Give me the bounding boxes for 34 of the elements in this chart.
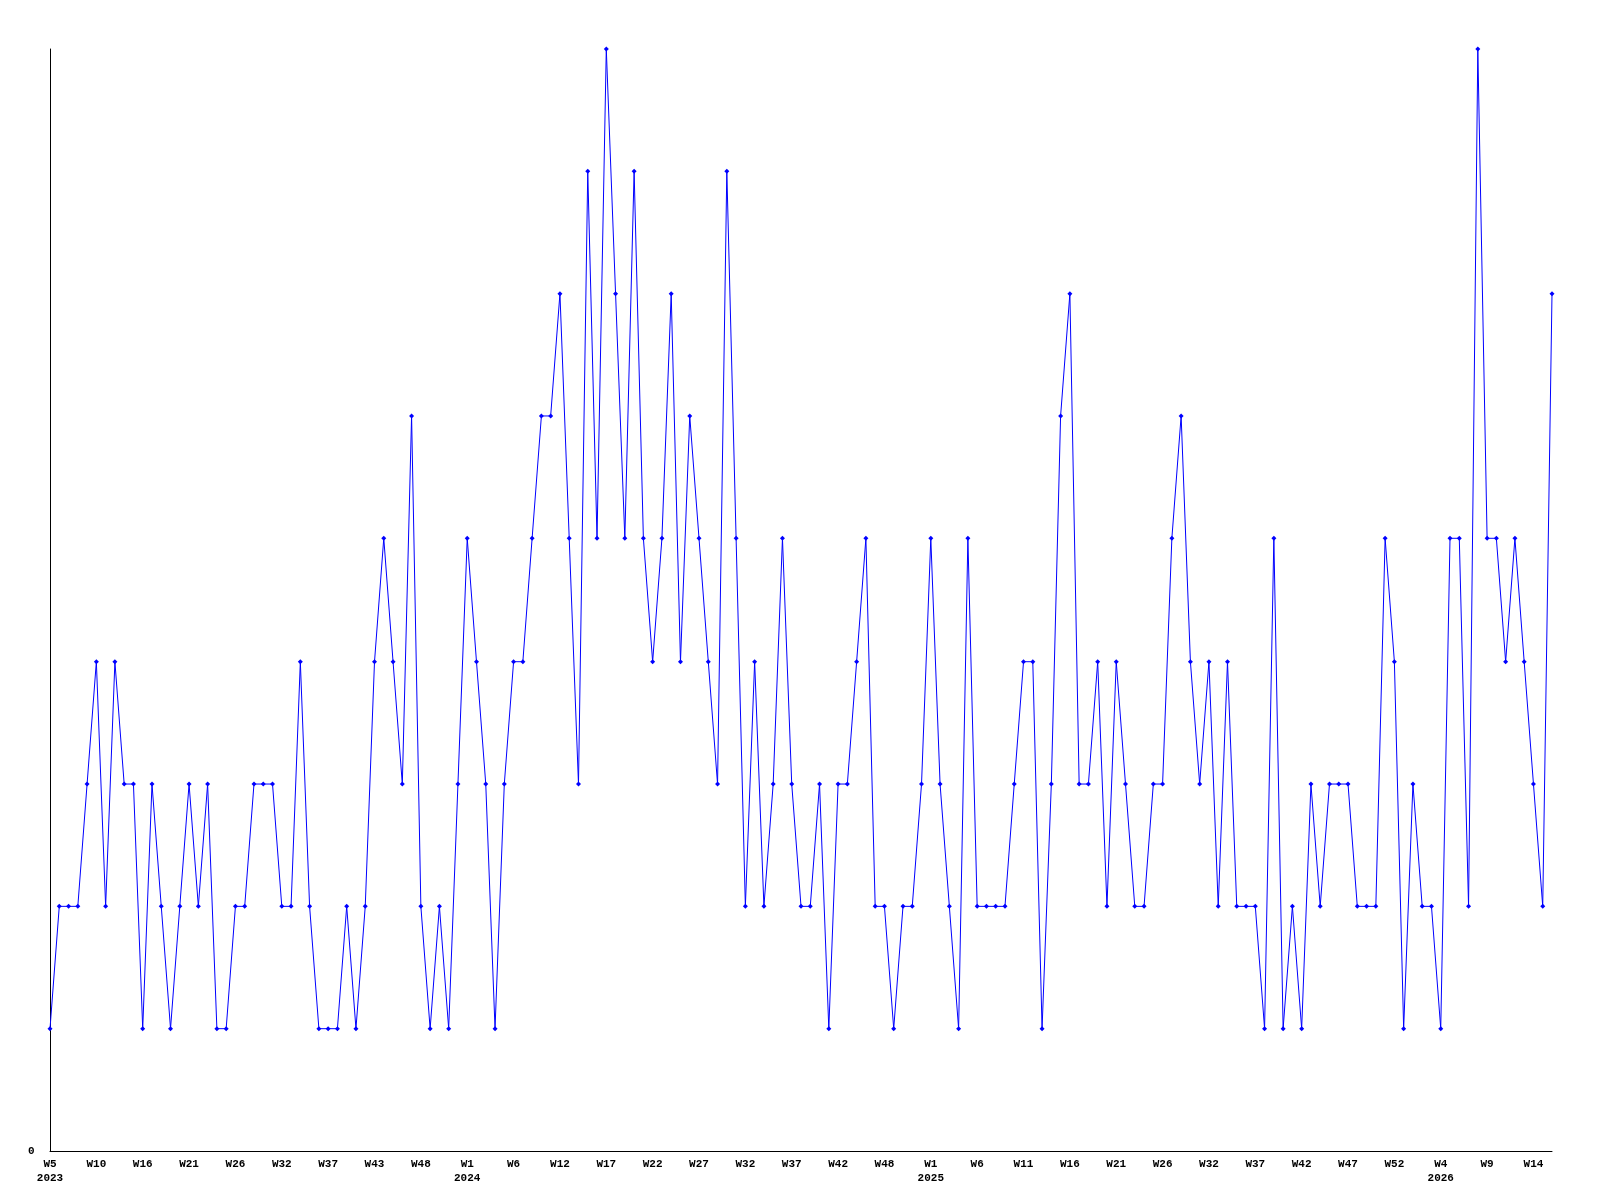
- x-tick-label: W37: [318, 1158, 339, 1170]
- x-tick-label: W42: [828, 1158, 848, 1170]
- x-tick-label: W22: [642, 1158, 663, 1170]
- x-tick-label: W17: [596, 1158, 617, 1170]
- x-tick-label: W14: [1523, 1158, 1544, 1170]
- x-tick-label: W47: [1338, 1158, 1358, 1170]
- x-tick-label: W37: [781, 1158, 802, 1170]
- x-tick-label: W32: [735, 1158, 756, 1170]
- x-tick-label: W48: [410, 1158, 432, 1170]
- x-tick-label: W16: [1059, 1158, 1080, 1170]
- x-tick-label: W43: [364, 1158, 385, 1170]
- x-tick-label: W27: [689, 1158, 709, 1170]
- text: 0: [28, 1144, 35, 1157]
- x-tick-label: W16: [132, 1158, 153, 1170]
- x-tick-label: W5 2023: [36, 1158, 64, 1184]
- x-tick-label: W1 2025: [917, 1158, 945, 1184]
- x-tick-label: W32: [271, 1158, 292, 1170]
- x-tick-label: W10: [86, 1158, 107, 1170]
- x-tick-label: W26: [1152, 1158, 1173, 1170]
- x-tick-label: W4 2026: [1427, 1158, 1454, 1184]
- x-tick-label: W12: [550, 1158, 570, 1170]
- x-tick-label: W48: [874, 1158, 895, 1170]
- x-tick-label: W6: [506, 1158, 521, 1170]
- x-tick-label: W1 2024: [454, 1158, 481, 1184]
- x-tick-label: W6: [970, 1158, 984, 1170]
- x-tick-label: W21: [1106, 1158, 1127, 1170]
- x-tick-label: W42: [1291, 1158, 1312, 1170]
- x-tick-label: W9: [1480, 1158, 1494, 1170]
- x-tick-label: W26: [225, 1158, 246, 1170]
- x-tick-label: W37: [1245, 1158, 1266, 1170]
- x-tick-label: W11: [1013, 1158, 1034, 1170]
- x-tick-label: W32: [1199, 1158, 1219, 1170]
- x-tick-label: W21: [179, 1158, 200, 1170]
- x-tick-label: W52: [1384, 1158, 1405, 1170]
